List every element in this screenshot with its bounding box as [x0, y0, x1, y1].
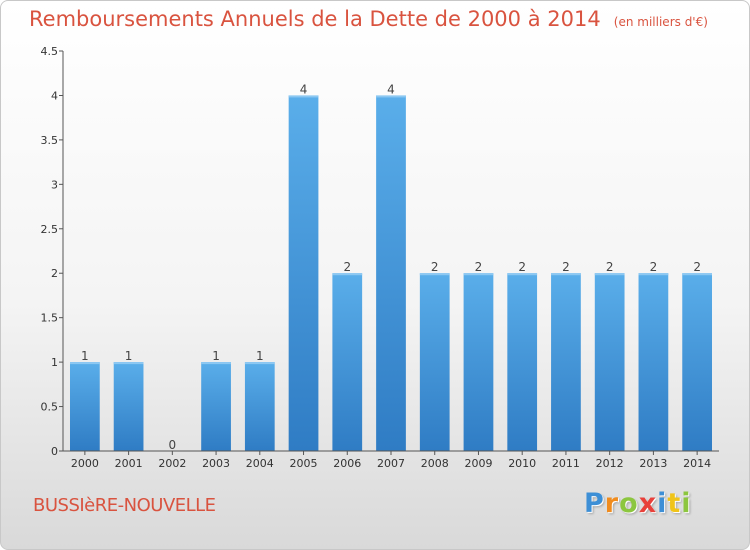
x-tick-label: 2010: [508, 457, 536, 470]
data-label: 2: [343, 260, 351, 274]
bar-top-highlight: [463, 273, 494, 276]
data-label: 2: [562, 260, 570, 274]
x-tick-label: 2000: [71, 457, 99, 470]
bar-top-highlight: [332, 273, 363, 276]
proxiti-logo[interactable]: Proxiti: [584, 488, 692, 519]
y-tick-label: 2.5: [41, 223, 59, 236]
logo-letter: o: [619, 488, 639, 519]
x-tick-label: 2003: [202, 457, 230, 470]
bar-top-highlight: [507, 273, 538, 276]
y-tick-label: 1: [51, 356, 58, 369]
y-tick-label: 3.5: [41, 134, 59, 147]
x-tick-label: 2002: [158, 457, 186, 470]
bar-top-highlight: [419, 273, 450, 276]
data-label: 0: [169, 438, 177, 452]
logo-letter: i: [657, 488, 668, 519]
logo-letter: i: [681, 488, 692, 519]
y-tick-label: 1.5: [41, 312, 59, 325]
data-label: 2: [650, 260, 658, 274]
commune-name: BUSSIèRE-NOUVELLE: [33, 495, 216, 516]
bar-2006[interactable]: [332, 273, 363, 451]
chart-title: Remboursements Annuels de la Dette de 20…: [29, 7, 601, 31]
y-tick-label: 0: [51, 445, 58, 458]
bar-top-highlight: [113, 362, 144, 365]
data-label: 1: [212, 349, 220, 363]
data-label: 2: [475, 260, 483, 274]
bar-top-highlight: [551, 273, 581, 276]
x-tick-label: 2005: [290, 457, 318, 470]
logo-letter: x: [638, 488, 658, 519]
x-tick-label: 2014: [683, 457, 711, 470]
bar-2014[interactable]: [682, 273, 713, 451]
data-label: 4: [387, 82, 395, 96]
x-tick-label: 2009: [464, 457, 492, 470]
data-label: 2: [606, 260, 614, 274]
bar-2000[interactable]: [69, 362, 100, 451]
bar-top-highlight: [638, 273, 669, 276]
logo-letter: r: [604, 488, 620, 519]
y-tick-label: 4.5: [41, 45, 59, 58]
x-tick-label: 2011: [552, 457, 580, 470]
x-tick-label: 2013: [639, 457, 667, 470]
bar-top-highlight: [682, 273, 713, 276]
y-tick-label: 2: [51, 267, 58, 280]
y-tick-label: 3: [51, 178, 58, 191]
data-label: 2: [431, 260, 439, 274]
y-tick-label: 0.5: [41, 401, 59, 414]
bar-2007[interactable]: [376, 95, 406, 451]
bar-top-highlight: [376, 95, 406, 98]
bar-2003[interactable]: [201, 362, 231, 451]
bar-2012[interactable]: [594, 273, 625, 451]
bar-top-highlight: [69, 362, 100, 365]
bar-top-highlight: [594, 273, 625, 276]
bar-2001[interactable]: [113, 362, 144, 451]
bar-top-highlight: [244, 362, 275, 365]
bar-2013[interactable]: [638, 273, 669, 451]
x-tick-label: 2008: [421, 457, 449, 470]
bar-2010[interactable]: [507, 273, 538, 451]
data-label: 1: [125, 349, 133, 363]
data-label: 4: [300, 82, 308, 96]
bar-2005[interactable]: [288, 95, 319, 451]
bar-2008[interactable]: [419, 273, 450, 451]
logo-letter: t: [667, 488, 682, 519]
bar-top-highlight: [201, 362, 231, 365]
data-label: 1: [81, 349, 89, 363]
logo-letter: P: [584, 488, 605, 519]
x-tick-label: 2001: [115, 457, 143, 470]
data-label: 1: [256, 349, 264, 363]
bar-2011[interactable]: [551, 273, 581, 451]
bar-2004[interactable]: [244, 362, 275, 451]
chart-subtitle: (en milliers d'€): [613, 15, 708, 29]
x-tick-label: 2006: [333, 457, 361, 470]
x-tick-label: 2007: [377, 457, 405, 470]
x-tick-label: 2004: [246, 457, 274, 470]
bar-2009[interactable]: [463, 273, 494, 451]
data-label: 2: [518, 260, 526, 274]
y-tick-label: 4: [51, 89, 58, 102]
bar-top-highlight: [288, 95, 319, 98]
x-tick-label: 2012: [596, 457, 624, 470]
data-label: 2: [693, 260, 701, 274]
chart-title-row: Remboursements Annuels de la Dette de 20…: [29, 7, 708, 31]
